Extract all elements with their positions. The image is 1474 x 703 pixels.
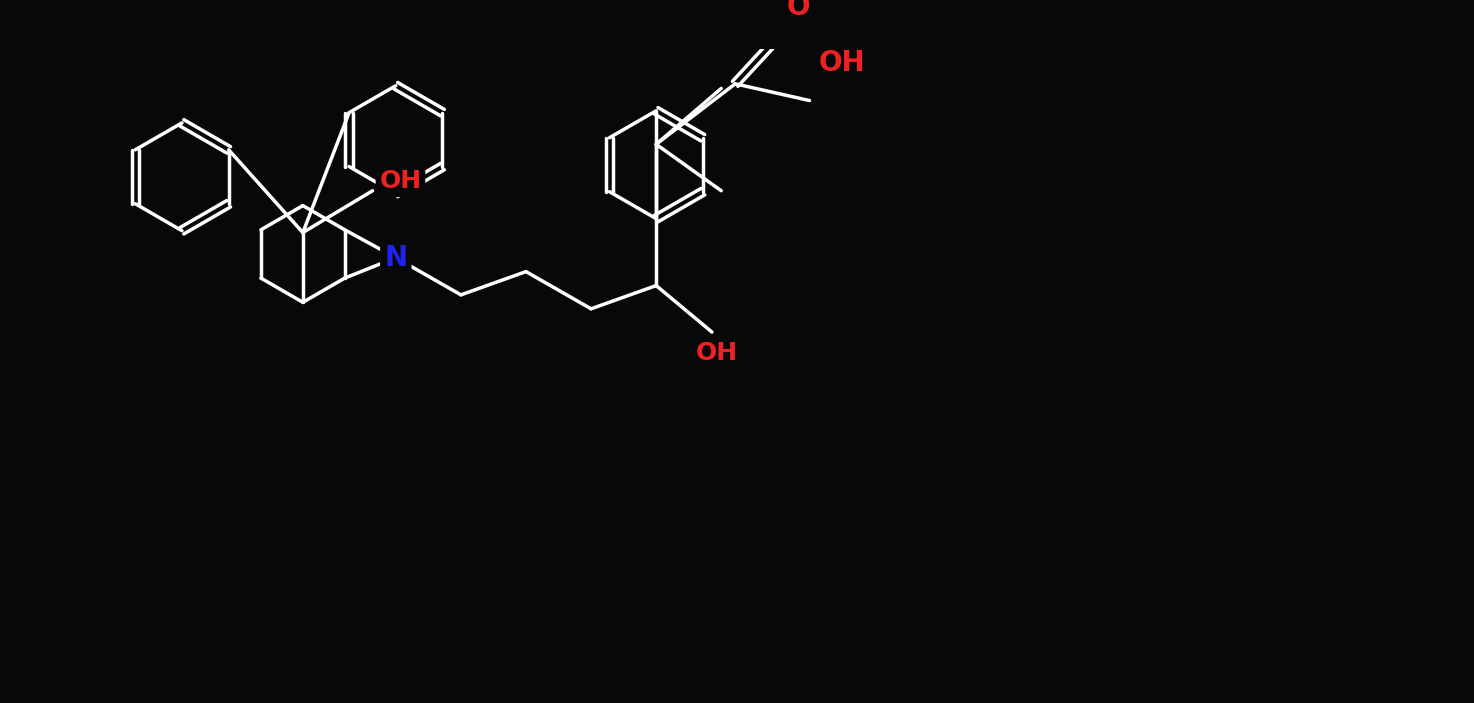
Text: O: O (787, 0, 811, 20)
Text: N: N (385, 244, 407, 271)
Text: OH: OH (696, 340, 737, 364)
Text: OH: OH (379, 169, 422, 193)
Text: OH: OH (818, 49, 865, 77)
